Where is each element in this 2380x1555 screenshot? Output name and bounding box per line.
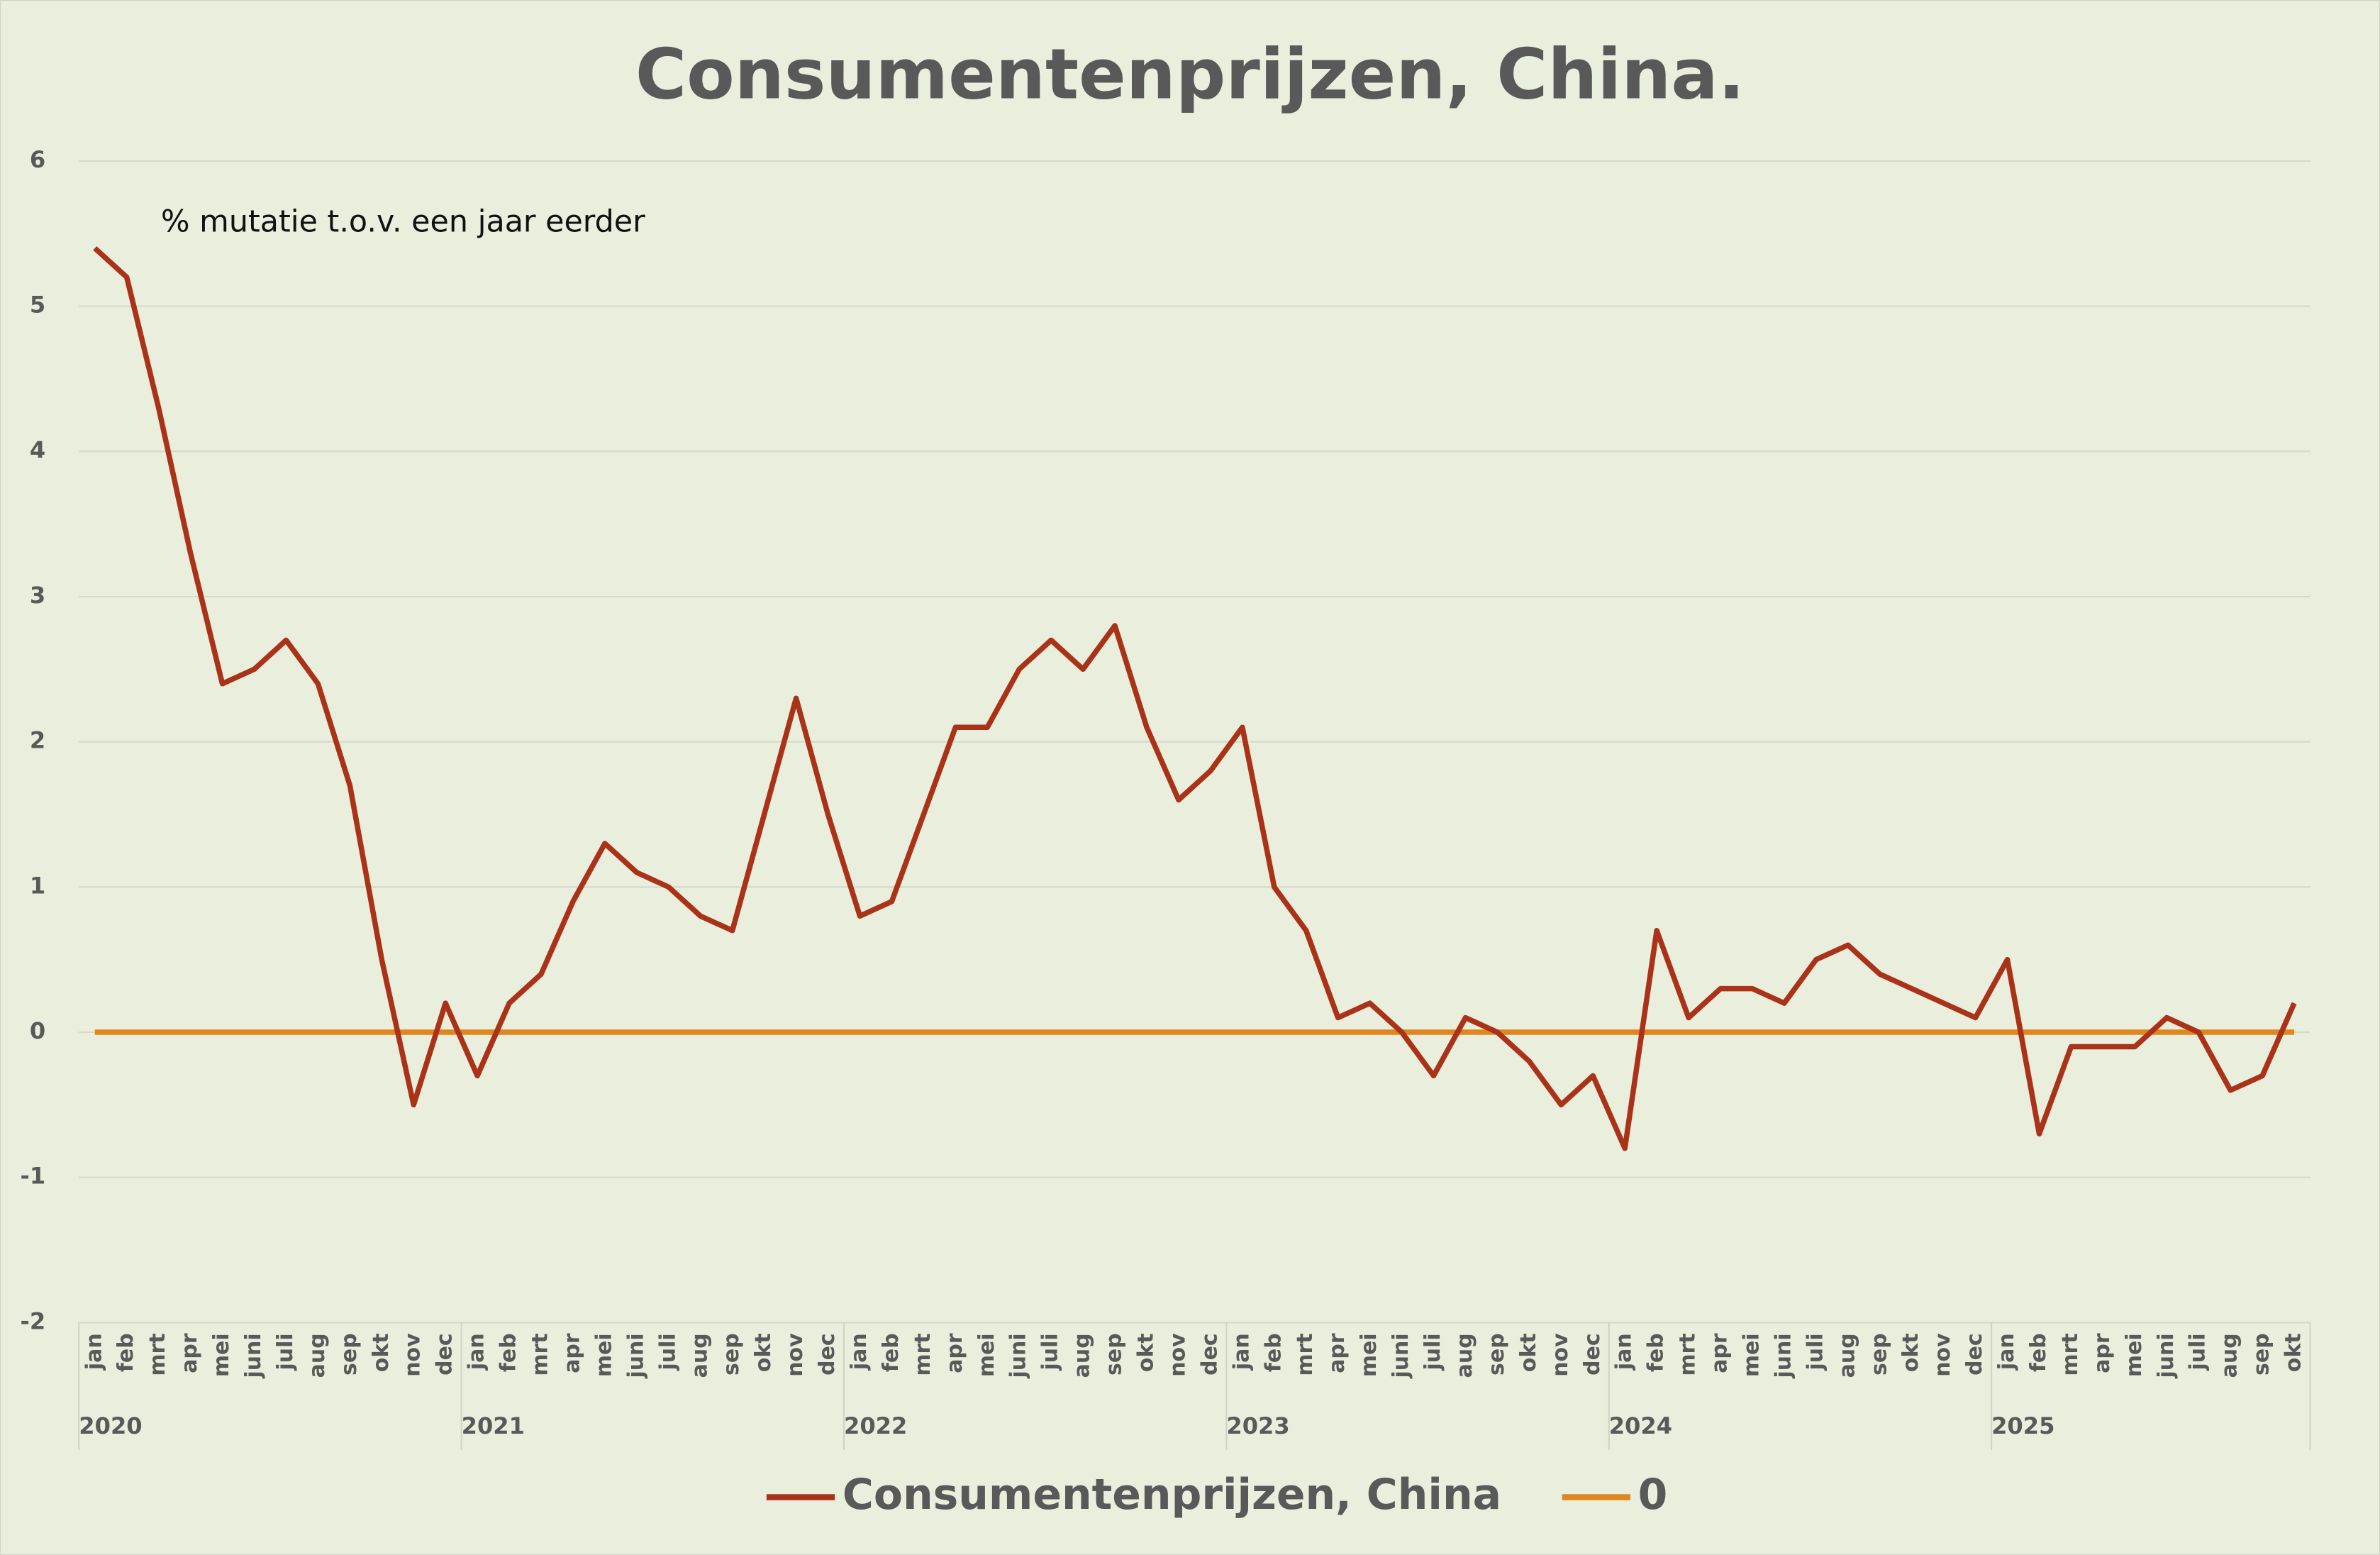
x-tick-label: mei: [591, 1333, 616, 1377]
x-tick-label: dec: [1580, 1333, 1605, 1376]
x-tick-label: apr: [560, 1333, 584, 1373]
x-tick-label: feb: [879, 1333, 903, 1372]
x-tick-label: feb: [2026, 1333, 2051, 1372]
annotation: % mutatie t.o.v. een jaar eerder: [161, 204, 645, 239]
x-tick-label: feb: [1261, 1333, 1286, 1372]
x-tick-label: okt: [1516, 1333, 1541, 1372]
x-tick-label: sep: [1102, 1333, 1127, 1376]
x-tick-label: aug: [1835, 1333, 1859, 1378]
x-tick-label: jan: [1229, 1333, 1254, 1371]
x-tick-label: okt: [751, 1333, 776, 1372]
x-tick-label: mrt: [1293, 1333, 1318, 1376]
year-label: 2021: [462, 1412, 525, 1439]
x-tick-label: apr: [1708, 1333, 1733, 1373]
x-tick-label: aug: [1452, 1333, 1477, 1378]
x-tick-label: juni: [241, 1333, 266, 1378]
x-tick-label: dec: [1962, 1333, 1987, 1376]
chart-title: Consumentenprijzen, China.: [635, 34, 1745, 115]
x-tick-label: nov: [401, 1333, 426, 1377]
x-tick-label: dec: [815, 1333, 840, 1376]
x-tick-label: jan: [465, 1333, 489, 1371]
legend-label: Consumentenprijzen, China: [843, 1470, 1501, 1520]
series-line: [93, 246, 2297, 1151]
y-tick-label: 3: [30, 582, 45, 609]
x-tick-label: okt: [369, 1333, 394, 1372]
x-tick-label: juli: [1038, 1333, 1063, 1371]
x-tick-label: juli: [273, 1333, 298, 1371]
x-tick-label: sep: [2250, 1333, 2274, 1376]
x-tick-label: apr: [1325, 1333, 1350, 1373]
year-label: 2022: [844, 1412, 907, 1439]
x-tick-label: juli: [655, 1333, 680, 1371]
x-tick-label: mrt: [1676, 1333, 1701, 1376]
x-tick-label: mei: [2122, 1333, 2147, 1377]
y-tick-label: 6: [30, 146, 45, 173]
x-tick-label: feb: [113, 1333, 138, 1372]
x-tick-label: aug: [1070, 1333, 1095, 1378]
x-tick-label: mei: [1357, 1333, 1381, 1377]
legend-label: 0: [1638, 1470, 1668, 1520]
y-tick-label: -1: [21, 1163, 46, 1190]
x-tick-label: apr: [2090, 1333, 2115, 1373]
x-tick-label: juni: [1006, 1333, 1031, 1378]
x-tick-label: juni: [623, 1333, 648, 1378]
x-tick-label: jan: [1994, 1333, 2019, 1371]
x-tick-label: okt: [1898, 1333, 1923, 1372]
x-tick-label: juli: [2186, 1333, 2211, 1371]
x-tick-label: jan: [847, 1333, 872, 1371]
x-tick-label: aug: [305, 1333, 330, 1378]
x-tick-label: jan: [1612, 1333, 1637, 1371]
y-tick-label: 2: [30, 727, 45, 754]
y-tick-label: 4: [30, 436, 45, 463]
x-tick-label: apr: [177, 1333, 202, 1373]
x-tick-label: mrt: [2058, 1333, 2083, 1376]
x-tick-label: juli: [1803, 1333, 1828, 1371]
x-tick-label: feb: [1644, 1333, 1669, 1372]
x-tick-label: nov: [783, 1333, 808, 1377]
x-tick-label: sep: [337, 1333, 362, 1376]
x-tick-label: juli: [1420, 1333, 1445, 1371]
x-tick-label: mrt: [528, 1333, 553, 1376]
year-label: 2020: [79, 1412, 142, 1439]
year-label: 2025: [1991, 1412, 2054, 1439]
x-tick-label: mei: [974, 1333, 999, 1377]
x-tick-label: mei: [1739, 1333, 1764, 1377]
y-tick-label: 0: [30, 1017, 45, 1044]
x-tick-label: okt: [1134, 1333, 1159, 1372]
x-tick-label: sep: [719, 1333, 744, 1376]
x-tick-label: aug: [2218, 1333, 2242, 1378]
x-tick-label: feb: [496, 1333, 521, 1372]
x-tick-label: apr: [942, 1333, 967, 1373]
x-tick-label: aug: [687, 1333, 712, 1378]
y-tick-label: 1: [30, 872, 45, 899]
x-tick-label: mrt: [911, 1333, 935, 1376]
y-tick-label: 5: [30, 292, 45, 319]
x-tick-label: dec: [433, 1333, 457, 1376]
y-tick-label: -2: [21, 1307, 46, 1334]
x-tick-label: juni: [2154, 1333, 2179, 1378]
x-tick-label: jan: [82, 1333, 106, 1371]
year-label: 2023: [1226, 1412, 1289, 1439]
x-tick-label: okt: [2281, 1333, 2306, 1372]
x-tick-label: nov: [1930, 1333, 1955, 1377]
x-tick-label: nov: [1548, 1333, 1573, 1377]
x-tick-label: sep: [1484, 1333, 1509, 1376]
x-tick-label: juni: [1389, 1333, 1413, 1378]
x-tick-label: mei: [209, 1333, 234, 1377]
x-tick-label: nov: [1165, 1333, 1190, 1377]
x-tick-label: mrt: [145, 1333, 170, 1376]
x-tick-label: juni: [1771, 1333, 1796, 1378]
x-tick-label: sep: [1867, 1333, 1891, 1376]
year-label: 2024: [1609, 1412, 1672, 1439]
x-tick-label: dec: [1197, 1333, 1222, 1376]
